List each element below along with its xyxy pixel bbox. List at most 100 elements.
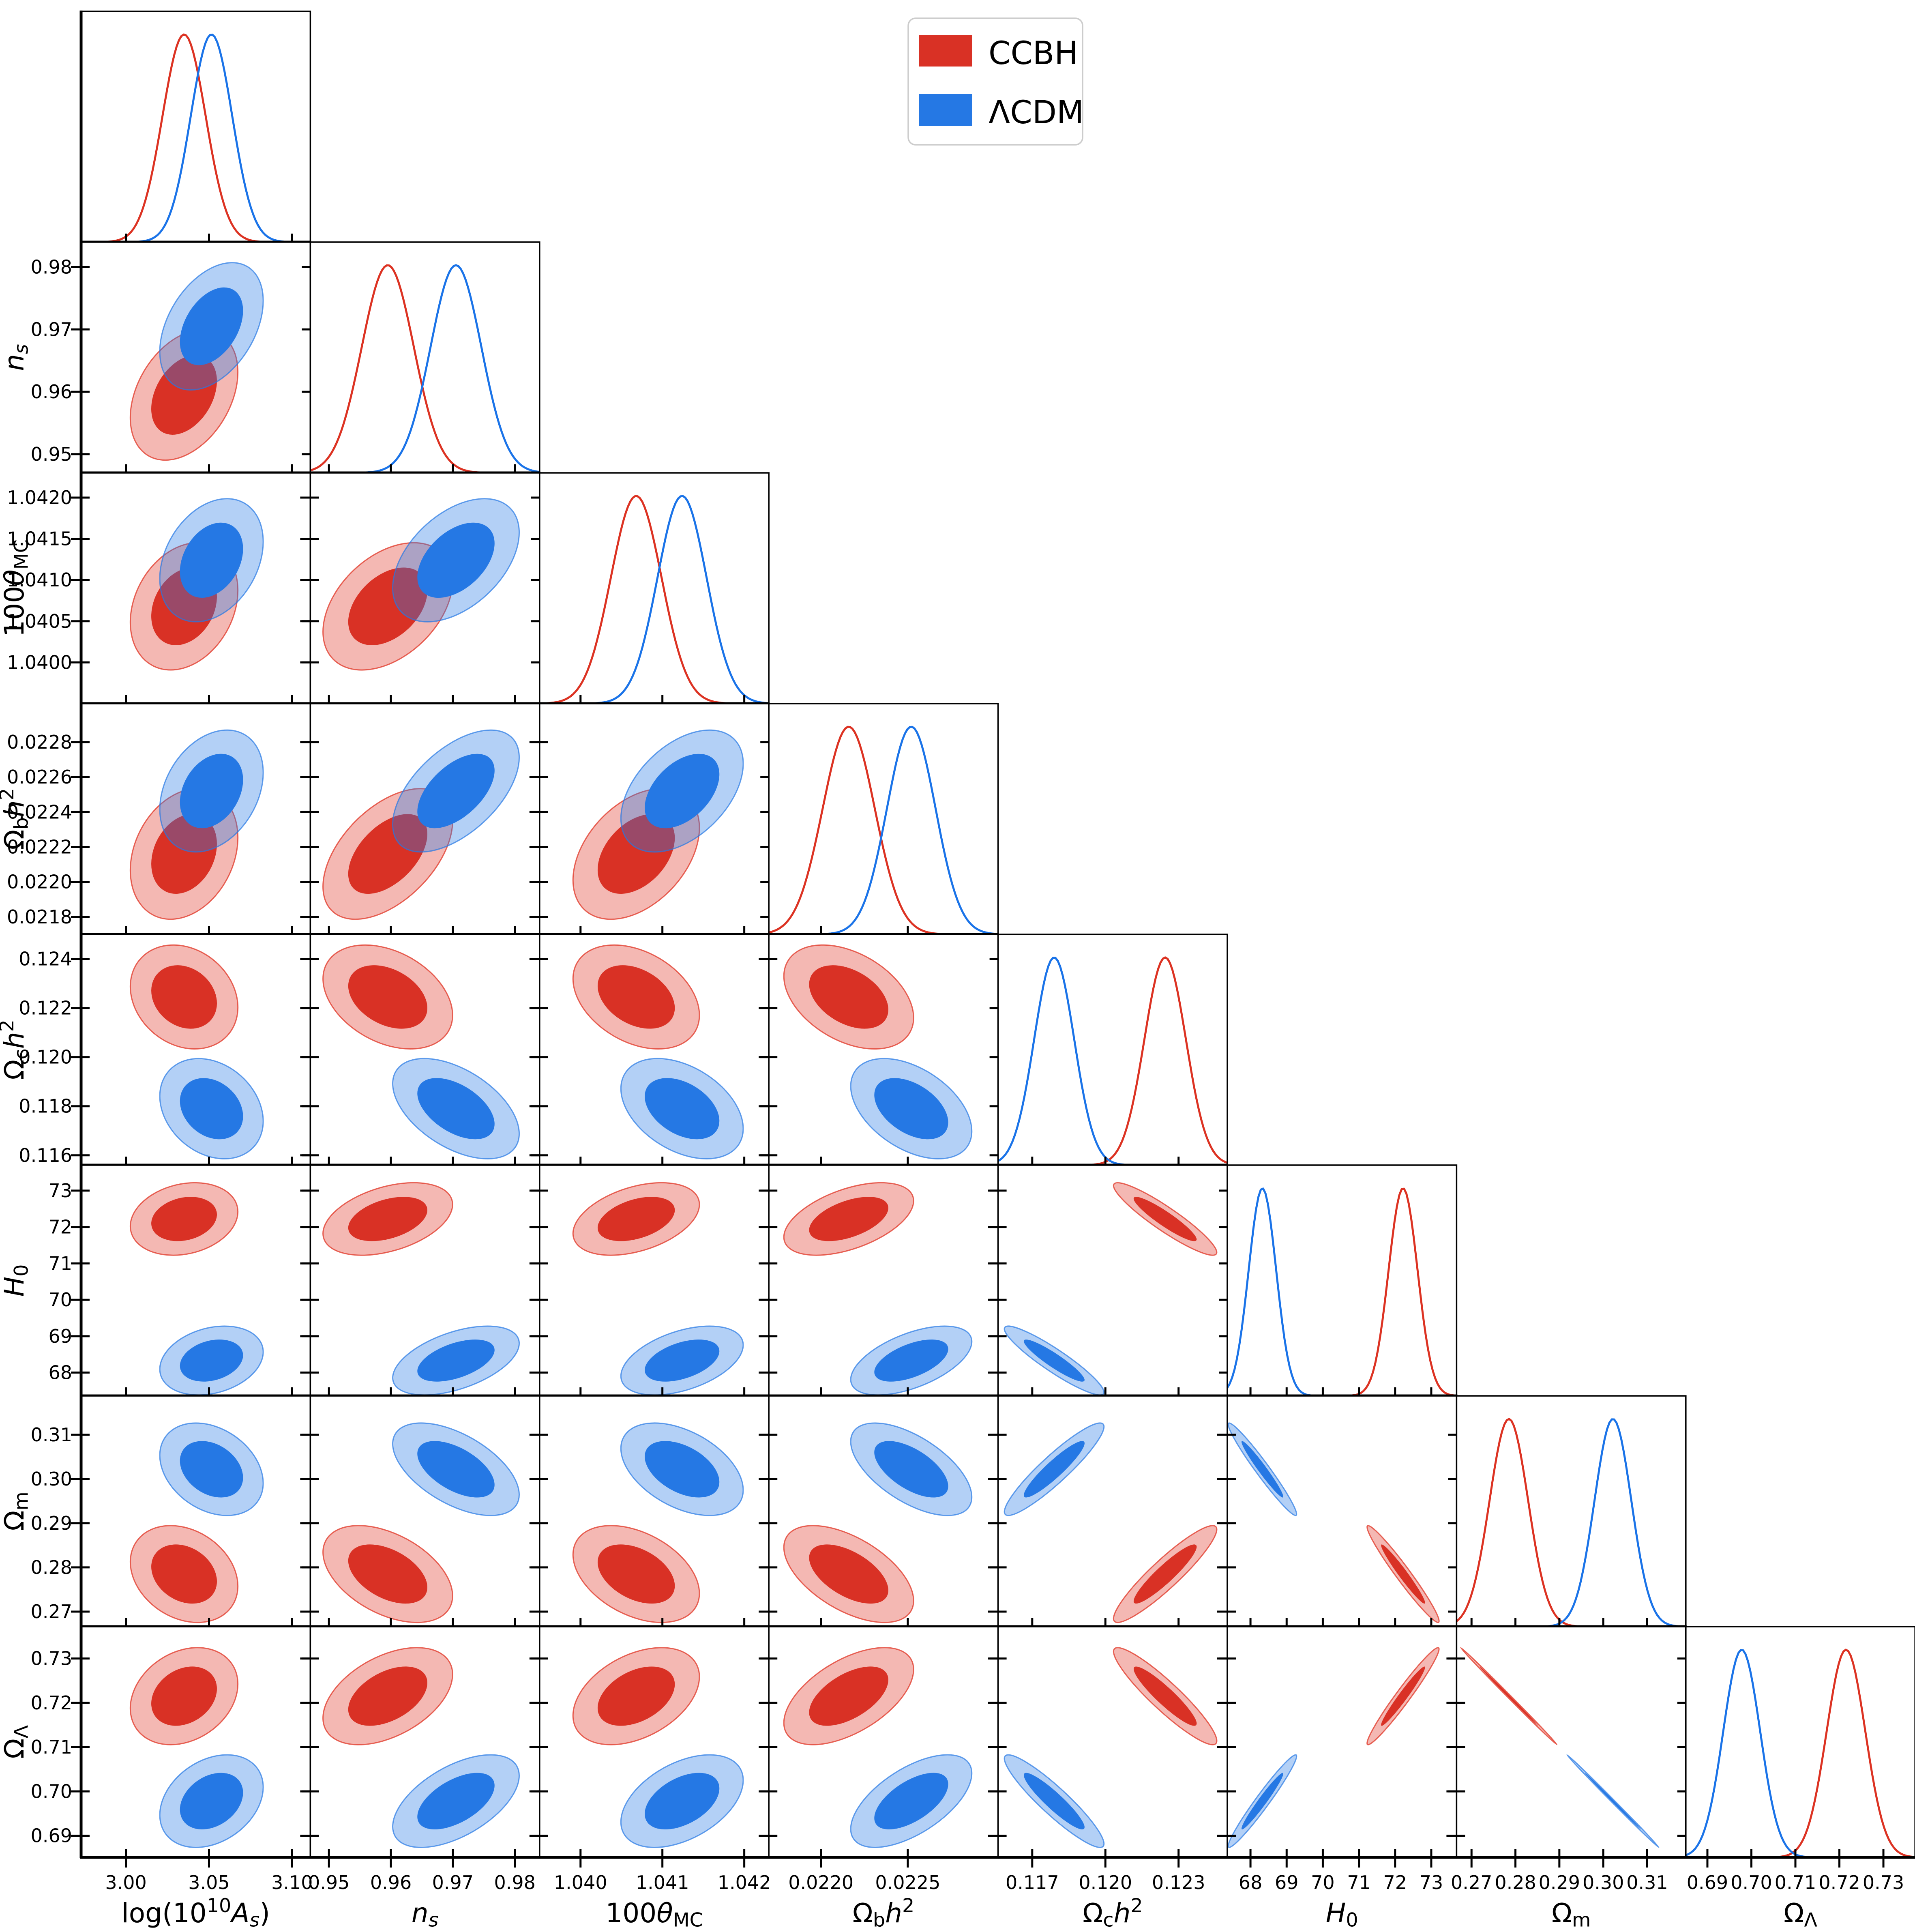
panel-oml-oml bbox=[1685, 1626, 1915, 1868]
contour-inner-CCBH bbox=[809, 965, 888, 1029]
y-tick-label-H0: 69 bbox=[48, 1325, 72, 1347]
panel-bg bbox=[1456, 1627, 1686, 1857]
contour-inner-CCBH bbox=[597, 1666, 675, 1726]
panel-bg bbox=[769, 934, 998, 1165]
contour-inner-ΛCDM bbox=[1241, 1441, 1283, 1498]
y-axis-title-omch2: Ωch2 bbox=[0, 1020, 33, 1080]
legend-swatch-CCBH bbox=[919, 35, 972, 67]
panel-ns-ns bbox=[309, 241, 540, 483]
panel-content bbox=[129, 729, 264, 920]
panel-content bbox=[129, 1422, 264, 1623]
x-axis-title-theta: 100θMC bbox=[605, 1898, 703, 1932]
panel-content bbox=[322, 1647, 520, 1848]
panel-bg bbox=[1227, 1165, 1457, 1396]
panel-ombh2-ombh2 bbox=[768, 703, 999, 945]
panel-theta-logA bbox=[71, 472, 321, 714]
y-axis-title-theta: 100θMC bbox=[0, 539, 33, 637]
y-tick-label-theta: 1.0400 bbox=[7, 651, 72, 673]
x-tick-label-ombh2: 0.0225 bbox=[875, 1872, 940, 1893]
y-tick-label-H0: 72 bbox=[48, 1216, 72, 1238]
x-tick-label-ns: 0.96 bbox=[370, 1872, 412, 1893]
contour-inner-ΛCDM bbox=[874, 1773, 948, 1830]
contour-inner-CCBH bbox=[348, 1666, 427, 1726]
panel-content bbox=[322, 498, 520, 671]
contour-inner-CCBH bbox=[1133, 1197, 1197, 1241]
contour-inner-CCBH bbox=[1133, 1666, 1197, 1726]
contour-inner-ΛCDM bbox=[180, 753, 243, 829]
x-tick-label-omch2: 0.117 bbox=[1006, 1872, 1059, 1893]
x-tick-label-logA: 3.10 bbox=[271, 1872, 313, 1893]
panel-oml-ns bbox=[300, 1626, 550, 1868]
x-tick-label-oml: 0.70 bbox=[1731, 1872, 1772, 1893]
y-axis-title-H0-rot: H0 bbox=[0, 1264, 33, 1297]
panel-bg bbox=[539, 934, 769, 1165]
y-axis-title-ombh2: Ωbh2 bbox=[0, 788, 33, 850]
panel-ombh2-theta bbox=[529, 703, 770, 945]
panel-omm-logA bbox=[71, 1395, 321, 1637]
panel-content bbox=[1227, 1647, 1440, 1848]
panel-content bbox=[1004, 1182, 1218, 1396]
contour-inner-ΛCDM bbox=[645, 1340, 720, 1382]
panel-bg bbox=[539, 473, 769, 704]
y-tick-label-omm: 0.31 bbox=[31, 1424, 72, 1446]
contour-inner-CCBH bbox=[151, 814, 217, 894]
x-tick-label-logA: 3.00 bbox=[105, 1872, 146, 1893]
contour-inner-ΛCDM bbox=[1241, 1773, 1284, 1830]
contour-inner-CCBH bbox=[809, 1197, 888, 1241]
contour-inner-ΛCDM bbox=[417, 1078, 495, 1140]
contour-inner-ΛCDM bbox=[417, 753, 495, 829]
x-tick-label-oml: 0.73 bbox=[1863, 1872, 1904, 1893]
panel-oml-ombh2 bbox=[759, 1626, 1008, 1868]
panel-omch2-logA bbox=[71, 934, 321, 1175]
contour-inner-ΛCDM bbox=[874, 1441, 948, 1498]
panel-content bbox=[572, 1647, 744, 1848]
y-axis-title-theta-rot: 100θMC bbox=[0, 539, 33, 637]
panel-ombh2-ns bbox=[300, 703, 550, 945]
contour-inner-CCBH bbox=[151, 1544, 217, 1604]
x-axis-title-oml: ΩΛ bbox=[1784, 1898, 1817, 1932]
legend-label-CCBH: CCBH bbox=[989, 35, 1078, 72]
panel-bg bbox=[1456, 1396, 1686, 1627]
x-axis-title-omch2: Ωch2 bbox=[1083, 1895, 1143, 1932]
x-tick-label-ns: 0.98 bbox=[494, 1872, 535, 1893]
panel-omch2-omch2 bbox=[997, 934, 1228, 1175]
panel-bg bbox=[998, 1165, 1227, 1396]
contour-inner-CCBH bbox=[348, 567, 427, 645]
x-tick-label-H0: 71 bbox=[1347, 1872, 1371, 1893]
contour-inner-ΛCDM bbox=[645, 1078, 720, 1140]
panel-omm-omm bbox=[1456, 1395, 1687, 1637]
y-axis-title-oml: ΩΛ bbox=[0, 1725, 33, 1759]
y-tick-label-oml: 0.72 bbox=[31, 1692, 72, 1714]
y-tick-label-ombh2: 0.0220 bbox=[7, 871, 72, 893]
panel-content bbox=[322, 1422, 520, 1623]
panel-omch2-theta bbox=[529, 934, 779, 1175]
panel-content bbox=[1004, 1422, 1218, 1623]
x-tick-label-oml: 0.71 bbox=[1775, 1872, 1816, 1893]
panel-content bbox=[572, 1182, 744, 1396]
panel-content bbox=[998, 956, 1228, 1165]
y-tick-label-ombh2: 0.0226 bbox=[7, 766, 72, 788]
panel-content bbox=[572, 1422, 744, 1623]
y-tick-label-omm: 0.27 bbox=[31, 1601, 72, 1623]
panel-ombh2-logA bbox=[71, 703, 321, 945]
panel-bg bbox=[1686, 1627, 1915, 1857]
contour-inner-ΛCDM bbox=[417, 522, 495, 598]
y-tick-label-theta: 1.0410 bbox=[7, 569, 72, 591]
x-tick-label-omm: 0.27 bbox=[1451, 1872, 1492, 1893]
panel-content bbox=[1004, 1647, 1218, 1848]
contour-inner-CCBH bbox=[151, 1666, 217, 1726]
panel-content bbox=[783, 944, 973, 1159]
x-tick-label-omm: 0.29 bbox=[1539, 1872, 1580, 1893]
panel-content bbox=[322, 944, 520, 1159]
y-tick-label-omch2: 0.124 bbox=[19, 948, 72, 970]
y-axis-title-H0: H0 bbox=[0, 1264, 33, 1297]
y-tick-label-H0: 71 bbox=[48, 1252, 72, 1274]
contour-inner-ΛCDM bbox=[417, 1441, 495, 1498]
panel-bg bbox=[769, 704, 998, 934]
y-tick-label-omch2: 0.122 bbox=[19, 997, 72, 1019]
panel-theta-theta bbox=[538, 472, 770, 714]
panel-bg bbox=[1227, 1396, 1457, 1627]
contour-inner-ΛCDM bbox=[1023, 1441, 1085, 1498]
y-axis-title-ns: ns bbox=[0, 344, 33, 371]
panel-content bbox=[129, 944, 264, 1159]
